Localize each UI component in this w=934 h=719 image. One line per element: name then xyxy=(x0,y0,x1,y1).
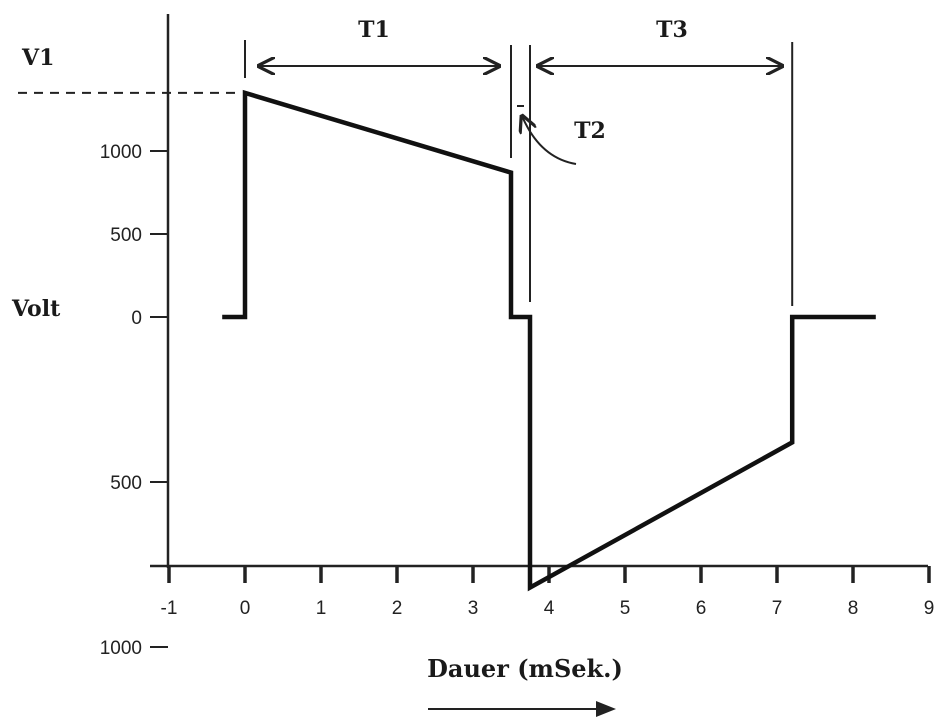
y-axis-label: Volt xyxy=(11,296,61,322)
y-tick-label-2: 500 xyxy=(110,225,142,246)
x-tick-label-9: 8 xyxy=(848,598,859,619)
x-tick-label-2: 1 xyxy=(316,598,327,619)
x-tick-label-10: 9 xyxy=(924,598,934,619)
y-tick-label-4: 500 xyxy=(110,473,142,494)
x-tick-label-6: 5 xyxy=(620,598,631,619)
axes-layer: -101234567892000100050005001000 xyxy=(100,14,934,659)
waveform-series-0 xyxy=(222,89,876,592)
x-tick-label-4: 3 xyxy=(468,598,479,619)
series-layer xyxy=(222,89,876,592)
x-axis-label: Dauer (mSek.) xyxy=(427,654,623,683)
label-layer: Volt Dauer (mSek.) V1 T1 T2 T3 xyxy=(11,17,688,683)
t3-label: T3 xyxy=(656,17,688,43)
x-tick-label-7: 6 xyxy=(696,598,707,619)
x-tick-label-5: 4 xyxy=(544,598,555,619)
t2-label: T2 xyxy=(574,118,606,144)
time-arrow-head xyxy=(596,701,616,717)
x-tick-label-1: 0 xyxy=(240,598,251,619)
x-tick-label-0: -1 xyxy=(161,598,178,619)
x-tick-label-8: 7 xyxy=(772,598,783,619)
annotation-layer xyxy=(18,40,794,717)
t1-label: T1 xyxy=(358,17,390,43)
x-tick-label-3: 2 xyxy=(392,598,403,619)
t2-curved-pointer xyxy=(522,116,577,165)
y-tick-label-1: 1000 xyxy=(100,142,142,163)
y-tick-label-5: 1000 xyxy=(100,638,142,659)
y-tick-label-3: 0 xyxy=(131,308,142,329)
v1-label: V1 xyxy=(21,45,54,71)
